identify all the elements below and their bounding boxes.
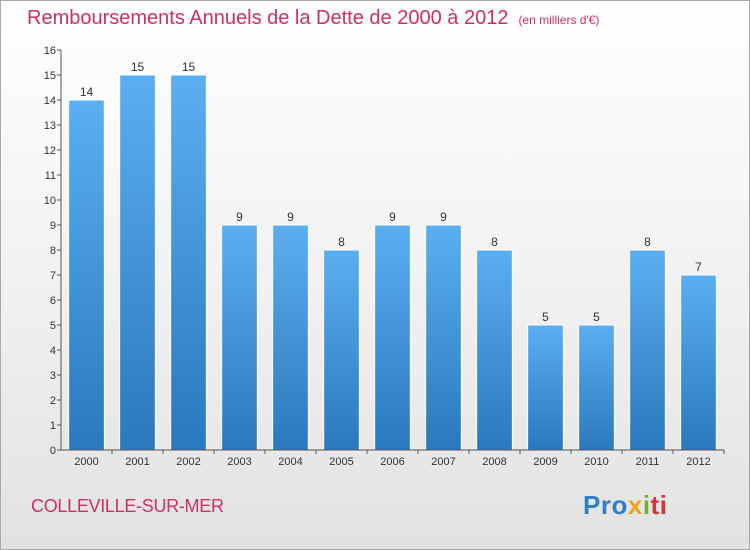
x-tick-label-2012: 2012 [686,456,710,468]
data-label-2005: 8 [338,235,345,249]
data-label-2003: 9 [236,210,243,224]
logo-part-1: Pro [583,490,628,520]
bar-2009 [527,324,564,451]
bar-2001 [119,74,156,451]
bar-2006 [374,224,411,451]
logo-part-2: x [627,490,643,520]
bar-2007 [425,224,462,451]
y-tick-label-5: 5 [50,320,56,332]
bar-2012 [680,274,717,451]
y-tick-label-1: 1 [50,420,56,432]
bar-2011 [629,249,666,451]
y-tick-label-9: 9 [50,220,56,232]
y-tick-label-10: 10 [44,195,56,207]
bar-2010 [578,324,615,451]
x-tick-label-2009: 2009 [533,456,557,468]
y-tick-label-7: 7 [50,270,56,282]
x-tick-label-2007: 2007 [431,456,455,468]
data-label-2002: 15 [182,60,196,74]
chart-title: Remboursements Annuels de la Dette de 20… [27,7,599,30]
x-tick-label-2005: 2005 [329,456,353,468]
bar-2008 [476,249,513,451]
y-tick-label-12: 12 [44,145,56,157]
y-tick-label-11: 11 [45,170,56,182]
logo-part-3: i [642,490,651,520]
x-tick-label-2001: 2001 [125,456,149,468]
y-tick-label-0: 0 [50,445,56,457]
bar-2005 [323,249,360,451]
x-tick-label-2000: 2000 [74,456,98,468]
chart-subtitle: (en milliers d'€) [518,13,600,27]
proxiti-logo: Proxiti [583,490,667,521]
bar-2003 [221,224,258,451]
bar-2002 [170,74,207,451]
data-label-2009: 5 [542,310,549,324]
chart-title-text: Remboursements Annuels de la Dette de 20… [27,7,509,29]
bar-2004 [272,224,309,451]
data-label-2000: 14 [80,85,94,99]
y-tick-label-16: 16 [44,45,56,57]
x-tick-label-2008: 2008 [482,456,506,468]
y-tick-label-8: 8 [50,245,56,257]
y-tick-label-4: 4 [50,345,56,357]
logo-part-4: ti [650,490,668,520]
data-label-2012: 7 [695,260,702,274]
data-label-2004: 9 [287,210,294,224]
data-label-2006: 9 [389,210,396,224]
y-tick-label-2: 2 [50,395,56,407]
x-tick-label-2004: 2004 [278,456,302,468]
x-tick-label-2006: 2006 [380,456,404,468]
y-tick-label-3: 3 [50,370,56,382]
data-label-2010: 5 [593,310,600,324]
bar-2000 [68,99,105,451]
x-tick-label-2003: 2003 [227,456,251,468]
y-tick-label-6: 6 [50,295,56,307]
x-tick-label-2011: 2011 [636,456,660,468]
data-label-2001: 15 [131,60,145,74]
y-tick-label-13: 13 [44,120,56,132]
data-label-2008: 8 [491,235,498,249]
data-label-2011: 8 [644,235,651,249]
x-tick-label-2002: 2002 [176,456,200,468]
data-label-2007: 9 [440,210,447,224]
y-tick-label-14: 14 [44,95,56,107]
y-tick-label-15: 15 [44,70,56,82]
x-tick-label-2010: 2010 [584,456,608,468]
commune-name: COLLEVILLE-SUR-MER [31,496,224,516]
